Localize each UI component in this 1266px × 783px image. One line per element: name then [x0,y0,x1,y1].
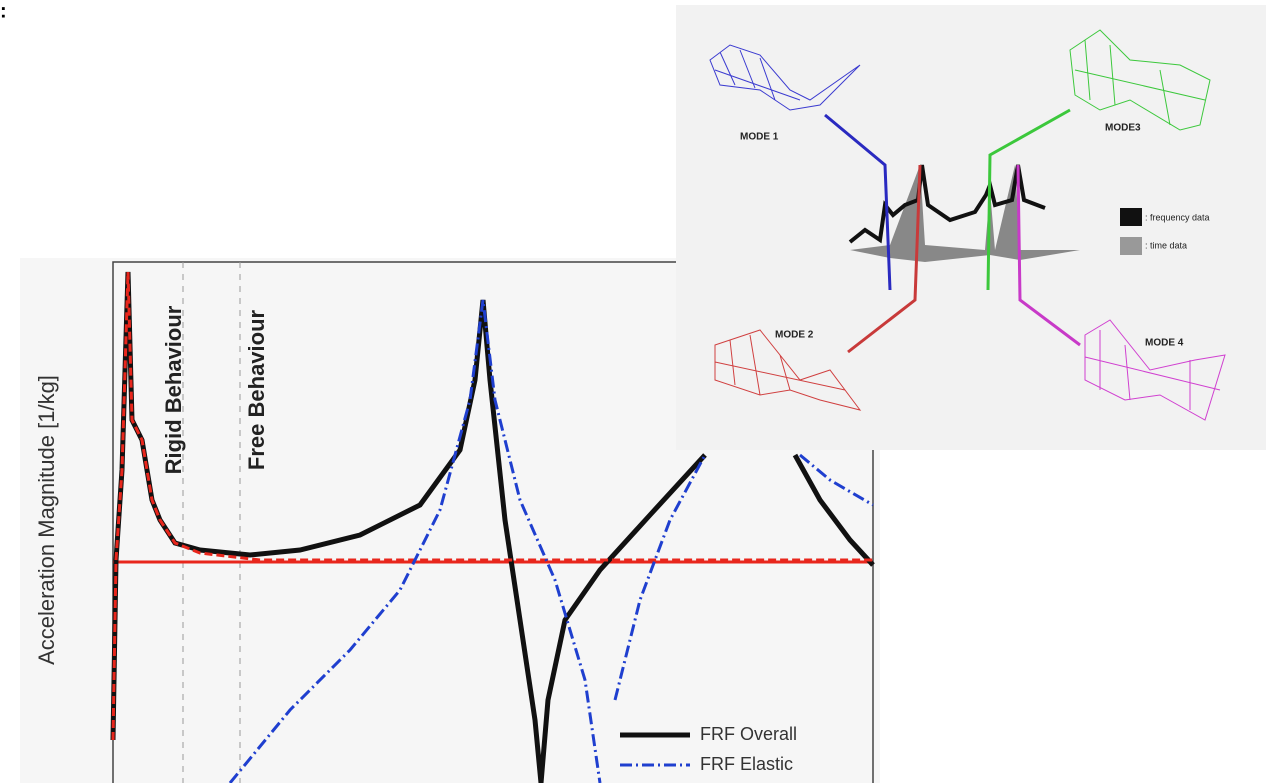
annotation: Rigid Behaviour [161,305,186,474]
canvas: : Acceleration Magnitude [1/kg] Rigid Be… [0,0,1266,783]
annotation: Free Behaviour [244,309,269,470]
mode-label: MODE 2 [775,330,814,341]
mode-label: MODE 1 [740,132,779,143]
modes-diagram: MODE 1 MODE3 MODE 2 MODE 4 : frequency d… [676,5,1266,450]
mode-label: MODE 4 [1145,338,1184,349]
page: {"corner_mark": ":", "plot": {"y_axis_la… [0,0,1266,783]
legend-entry: : frequency data [1145,212,1210,222]
corner-mark: : [0,0,7,22]
body: : Acceleration Magnitude [1/kg] Rigid Be… [0,0,1266,783]
legend-swatch [1120,237,1142,255]
mode-label: MODE3 [1105,123,1141,134]
legend-swatch [1120,208,1142,226]
legend-entry: : time data [1145,240,1187,250]
y-axis-label: Acceleration Magnitude [1/kg] [34,375,59,665]
legend-entry: FRF Elastic [700,754,793,774]
legend-entry: FRF Overall [700,724,797,744]
